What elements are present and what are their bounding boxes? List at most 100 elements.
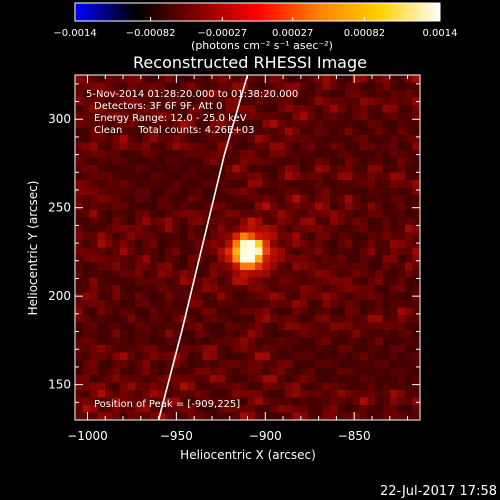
heatmap-pixel [90, 180, 99, 189]
heatmap-pixel [277, 270, 286, 279]
heatmap-pixel [382, 247, 391, 256]
heatmap-pixel [120, 352, 129, 361]
heatmap-pixel [315, 292, 324, 301]
heatmap-pixel [337, 157, 346, 166]
heatmap-pixel [352, 75, 361, 84]
heatmap-pixel [412, 270, 420, 279]
heatmap-pixel [202, 97, 211, 106]
heatmap-pixel [150, 247, 159, 256]
heatmap-pixel [330, 360, 339, 369]
heatmap-pixel [337, 375, 346, 384]
heatmap-pixel [307, 232, 316, 241]
heatmap-pixel [412, 225, 420, 234]
heatmap-pixel [142, 225, 151, 234]
heatmap-pixel [210, 105, 219, 114]
heatmap-pixel [90, 165, 99, 174]
heatmap-pixel [82, 315, 91, 324]
heatmap-pixel [75, 150, 84, 159]
heatmap-pixel [150, 165, 159, 174]
heatmap-pixel [277, 82, 286, 91]
heatmap-pixel [360, 352, 369, 361]
heatmap-pixel [367, 165, 376, 174]
heatmap-pixel [300, 97, 309, 106]
heatmap-pixel [360, 247, 369, 256]
heatmap-pixel [360, 150, 369, 159]
heatmap-pixel [225, 172, 234, 181]
heatmap-pixel [352, 210, 361, 219]
heatmap-pixel [75, 390, 84, 399]
heatmap-pixel [300, 225, 309, 234]
heatmap-pixel [225, 397, 234, 406]
heatmap-pixel [142, 277, 151, 286]
heatmap-pixel [232, 120, 241, 129]
heatmap-pixel [352, 112, 361, 121]
heatmap-pixel [285, 195, 294, 204]
heatmap-pixel [255, 405, 264, 414]
heatmap-pixel [405, 367, 414, 376]
heatmap-pixel [120, 232, 129, 241]
heatmap-pixel [172, 82, 181, 91]
heatmap-pixel [120, 225, 129, 234]
heatmap-pixel [285, 240, 294, 249]
heatmap-pixel [225, 157, 234, 166]
heatmap-pixel [150, 120, 159, 129]
heatmap-pixel [90, 382, 99, 391]
heatmap-pixel [367, 367, 376, 376]
heatmap-pixel [180, 150, 189, 159]
heatmap-pixel [82, 322, 91, 331]
heatmap-pixel [202, 240, 211, 249]
heatmap-pixel [150, 390, 159, 399]
heatmap-pixel [150, 105, 159, 114]
heatmap-pixel [352, 255, 361, 264]
heatmap-pixel [397, 195, 406, 204]
heatmap-pixel [225, 105, 234, 114]
heatmap-pixel [337, 262, 346, 271]
heatmap-pixel [375, 270, 384, 279]
heatmap-pixel [195, 382, 204, 391]
heatmap-pixel [322, 217, 331, 226]
heatmap-pixel [277, 105, 286, 114]
heatmap-pixel [157, 330, 166, 339]
heatmap-pixel [172, 367, 181, 376]
heatmap-pixel [217, 375, 226, 384]
heatmap-pixel [255, 412, 264, 420]
heatmap-pixel [150, 210, 159, 219]
heatmap-pixel [105, 127, 114, 136]
heatmap-pixel [217, 255, 226, 264]
heatmap-pixel [202, 75, 211, 84]
heatmap-pixel [382, 210, 391, 219]
heatmap-pixel [187, 210, 196, 219]
heatmap-pixel [292, 300, 301, 309]
heatmap-pixel [315, 405, 324, 414]
heatmap-pixel [345, 157, 354, 166]
heatmap-pixel [172, 285, 181, 294]
heatmap-pixel [412, 120, 420, 129]
heatmap-pixel [187, 150, 196, 159]
heatmap-pixel [352, 135, 361, 144]
heatmap-pixel [315, 315, 324, 324]
heatmap-pixel [277, 120, 286, 129]
heatmap-pixel [210, 382, 219, 391]
heatmap-pixel [375, 367, 384, 376]
heatmap-pixel [360, 300, 369, 309]
heatmap-pixel [300, 375, 309, 384]
heatmap-pixel [300, 165, 309, 174]
heatmap-pixel [150, 330, 159, 339]
heatmap-pixel [397, 375, 406, 384]
heatmap-pixel [300, 90, 309, 99]
heatmap-pixel [120, 135, 129, 144]
heatmap-pixel [345, 247, 354, 256]
heatmap-pixel [255, 322, 264, 331]
heatmap-pixel [405, 202, 414, 211]
heatmap-pixel [240, 412, 249, 420]
heatmap-pixel [382, 270, 391, 279]
heatmap-pixel [382, 105, 391, 114]
heatmap-pixel [225, 165, 234, 174]
heatmap-pixel [345, 292, 354, 301]
heatmap-pixel [277, 390, 286, 399]
heatmap-pixel [82, 75, 91, 84]
heatmap-pixel [82, 270, 91, 279]
heatmap-pixel [262, 247, 271, 256]
heatmap-pixel [240, 292, 249, 301]
heatmap-pixel [187, 240, 196, 249]
